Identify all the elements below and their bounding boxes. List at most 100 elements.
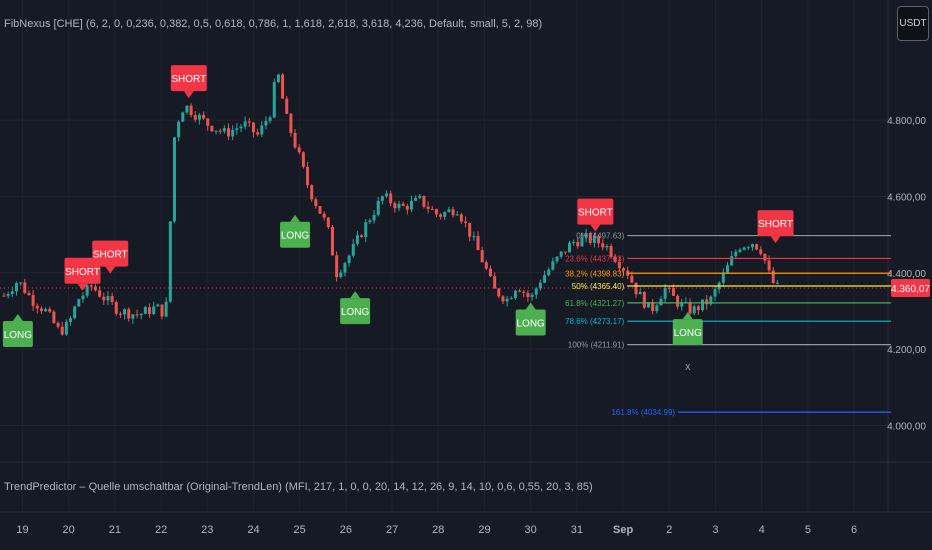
candle-body	[293, 132, 297, 148]
candle-body	[551, 261, 555, 270]
candle-body	[522, 291, 526, 293]
candle-body	[318, 206, 322, 214]
x-tick-label: 29	[478, 524, 490, 536]
candle-body	[306, 166, 310, 186]
candle-body	[592, 236, 596, 243]
candle-body	[372, 214, 376, 221]
candle-body	[19, 282, 23, 284]
candle-body	[160, 304, 164, 317]
candle-body	[202, 114, 206, 119]
candle-body	[73, 306, 77, 319]
candle-body	[314, 199, 318, 207]
currency-badge[interactable]: USDT	[897, 6, 929, 41]
candle-body	[584, 233, 588, 238]
candle-body	[231, 129, 235, 137]
candle-body	[563, 251, 567, 253]
candle-body	[193, 115, 197, 120]
candle-body	[484, 262, 488, 269]
x-tick-label: 20	[63, 524, 75, 536]
y-tick-label: 4.200,00	[887, 345, 926, 356]
x-tick-label: 19	[16, 524, 28, 536]
candle-body	[185, 105, 189, 113]
candle-body	[281, 74, 285, 99]
y-tick-label: 4.400,00	[887, 269, 926, 280]
y-tick-label: 4.000,00	[887, 421, 926, 432]
candle-body	[597, 236, 601, 244]
candle-body	[85, 285, 89, 296]
candle-body	[256, 132, 260, 135]
candle-body	[77, 299, 81, 307]
short-signal-label: SHORT	[65, 267, 100, 278]
candle-body	[746, 247, 750, 249]
candle-body	[268, 117, 272, 121]
candle-body	[742, 247, 746, 250]
candle-body	[235, 128, 239, 130]
candle-body	[52, 311, 56, 324]
short-signal-label: SHORT	[93, 250, 128, 261]
candle-body	[389, 193, 393, 204]
candle-body	[89, 285, 93, 287]
candle-body	[123, 309, 127, 315]
fibnexus-indicator-title[interactable]: FibNexus [CHE] (6, 2, 0, 0,236, 0,382, 0…	[4, 18, 543, 30]
candle-body	[264, 120, 268, 126]
y-tick-label: 4.600,00	[887, 192, 926, 203]
x-tick-label: 27	[386, 524, 398, 536]
candle-body	[152, 306, 156, 314]
y-tick-label: 4.800,00	[887, 116, 926, 127]
trendpredictor-indicator-title[interactable]: TrendPredictor – Quelle umschaltbar (Ori…	[4, 481, 593, 493]
x-tick-label: 4	[759, 524, 765, 536]
candle-body	[651, 302, 655, 312]
candle-body	[409, 200, 413, 210]
candle-body	[380, 196, 384, 201]
candle-body	[480, 250, 484, 263]
short-signal-label: SHORT	[758, 219, 793, 230]
candle-body	[239, 126, 243, 129]
long-signal-label-box	[280, 221, 311, 248]
candle-body	[48, 309, 52, 312]
candle-body	[414, 197, 418, 201]
candle-body	[210, 125, 214, 132]
x-tick-label: 24	[247, 524, 259, 536]
x-tick-label: 2	[666, 524, 672, 536]
candle-body	[247, 121, 251, 123]
fib-level-label: 50% (4365.40)	[572, 282, 625, 291]
candle-body	[98, 290, 102, 297]
candle-body	[426, 206, 430, 209]
candle-body	[509, 298, 513, 300]
candle-body	[518, 290, 522, 292]
candle-body	[106, 296, 110, 301]
candle-body	[559, 251, 563, 257]
long-signal-label: LONG	[674, 328, 703, 339]
candle-body	[692, 306, 696, 314]
candle-body	[156, 304, 160, 307]
long-signal-label: LONG	[281, 231, 310, 242]
candle-body	[513, 290, 517, 299]
short-signal-label-box	[170, 65, 207, 92]
long-signal-label-pointer	[12, 313, 23, 321]
candle-body	[609, 246, 613, 257]
candle-body	[214, 130, 218, 132]
candle-body	[93, 286, 97, 291]
pivot-mark: X	[685, 363, 691, 372]
candle-body	[64, 321, 68, 335]
x-tick-label: 30	[525, 524, 537, 536]
x-tick-label: 21	[109, 524, 121, 536]
candle-body	[464, 221, 468, 223]
candle-body	[622, 268, 626, 271]
candle-body	[60, 326, 64, 335]
candle-body	[347, 255, 351, 264]
candle-body	[730, 256, 734, 266]
candle-body	[572, 241, 576, 243]
candle-body	[422, 195, 426, 207]
candle-body	[680, 302, 684, 307]
candle-body	[44, 309, 48, 312]
candle-body	[168, 221, 172, 302]
candle-body	[455, 214, 459, 216]
candle-body	[139, 313, 143, 316]
candle-body	[771, 270, 775, 283]
long-signal-label: LONG	[341, 307, 370, 318]
candle-body	[443, 212, 447, 217]
candle-body	[447, 209, 451, 213]
candle-body	[646, 302, 650, 308]
